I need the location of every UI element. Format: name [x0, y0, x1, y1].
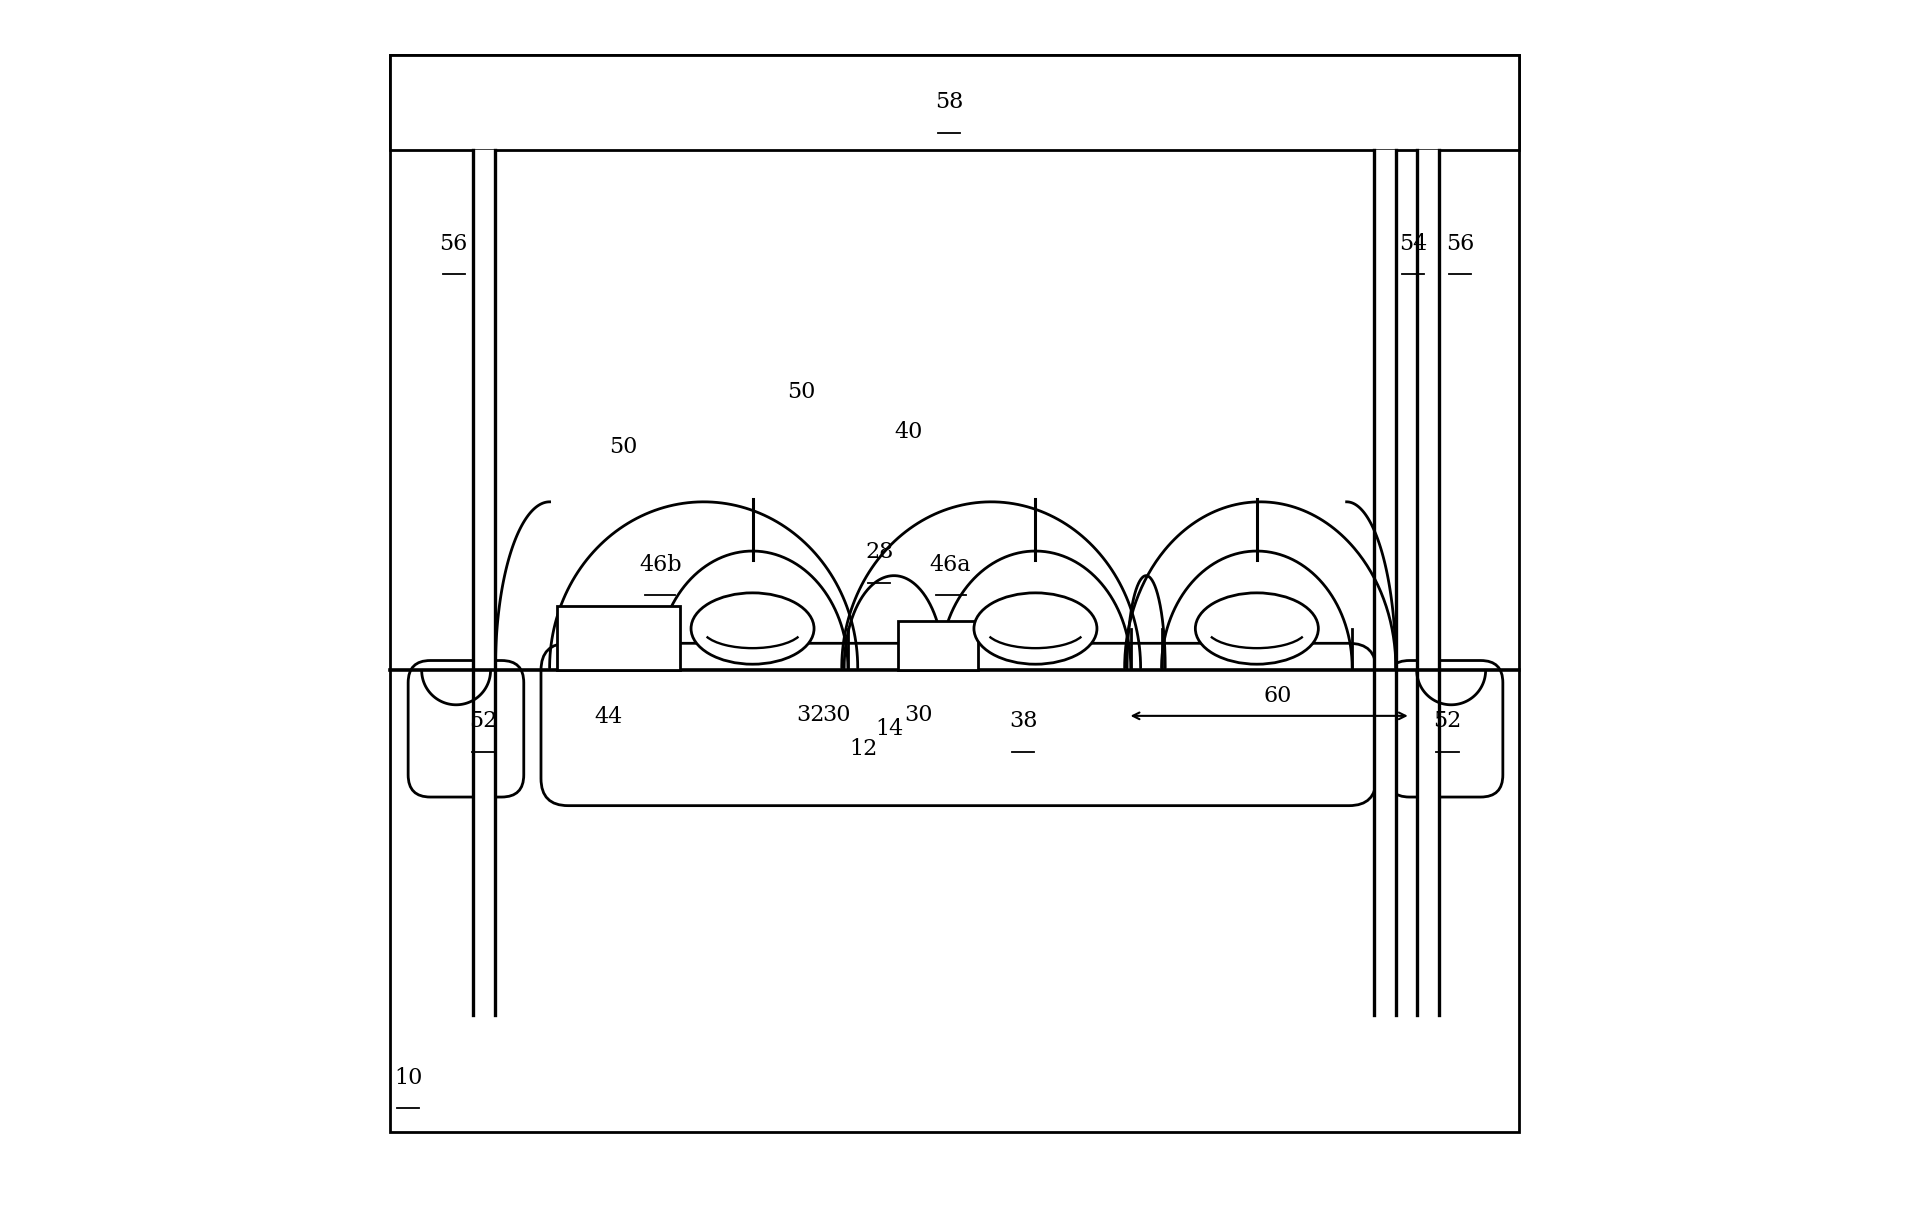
Text: 30: 30: [904, 704, 933, 726]
Ellipse shape: [692, 593, 814, 664]
Text: 38: 38: [1009, 710, 1038, 732]
Text: 50: 50: [610, 435, 638, 458]
Text: 56: 56: [440, 232, 468, 255]
Text: 58: 58: [934, 91, 963, 113]
FancyBboxPatch shape: [541, 643, 1376, 806]
Text: 52: 52: [468, 710, 497, 732]
Bar: [390, 55, 1519, 1132]
Text: 44: 44: [594, 706, 623, 728]
Bar: [898, 621, 978, 670]
Ellipse shape: [1196, 593, 1319, 664]
Text: 46a: 46a: [931, 554, 971, 576]
Text: 30: 30: [822, 704, 850, 726]
Text: 60: 60: [1263, 685, 1292, 707]
Text: 14: 14: [875, 718, 904, 740]
Text: 50: 50: [787, 381, 816, 403]
Bar: [390, 55, 1519, 150]
Text: 40: 40: [894, 421, 923, 443]
FancyBboxPatch shape: [409, 661, 524, 797]
Text: 54: 54: [1399, 232, 1428, 255]
Text: 32: 32: [797, 704, 824, 726]
Bar: [556, 606, 680, 670]
Ellipse shape: [975, 593, 1097, 664]
Text: 12: 12: [848, 738, 877, 760]
Text: 56: 56: [1447, 232, 1473, 255]
Text: 46b: 46b: [638, 554, 682, 576]
Text: 52: 52: [1433, 710, 1462, 732]
Text: 28: 28: [866, 541, 894, 563]
Text: 10: 10: [394, 1066, 422, 1089]
FancyBboxPatch shape: [1387, 661, 1502, 797]
